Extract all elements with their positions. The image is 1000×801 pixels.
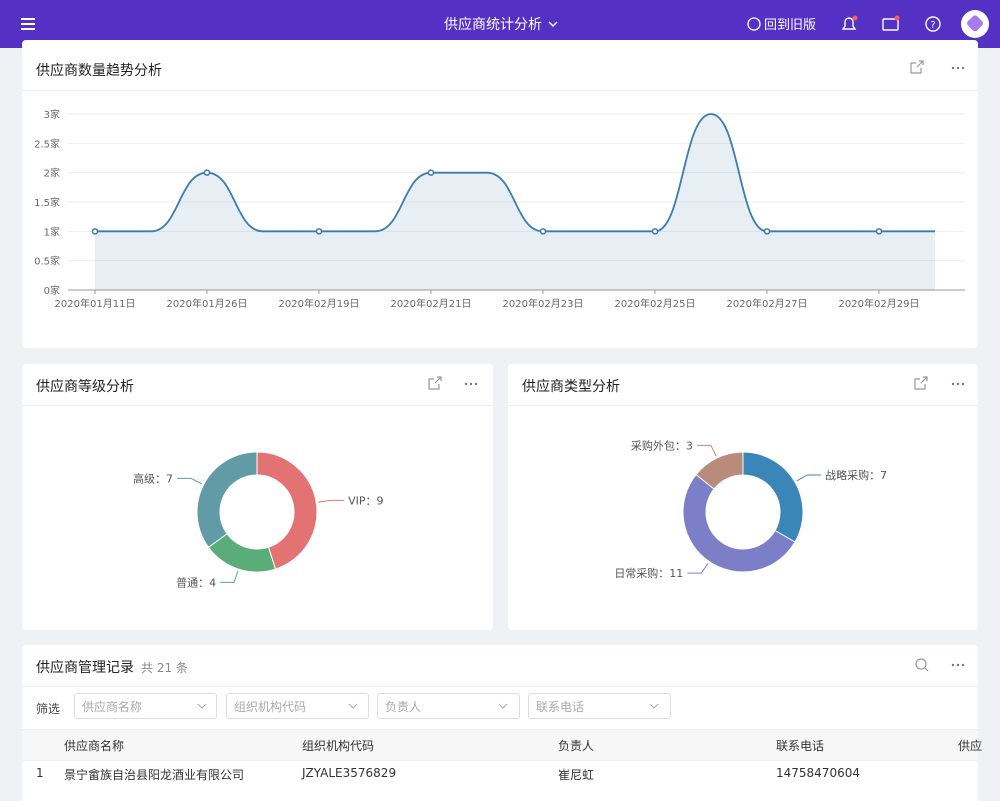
pie-slice [196, 451, 258, 548]
slice-label: 普通：4 [176, 575, 216, 589]
point [315, 228, 323, 235]
x-tick-label: 2020年02月19日 [279, 297, 360, 310]
leader-line [318, 499, 345, 503]
point [763, 228, 771, 235]
slice-label: 日常采购：11 [614, 566, 683, 580]
card-title: 供应商类型分析 [522, 379, 620, 395]
page-title[interactable]: 供应商统计分析 [444, 16, 542, 33]
cell: 崔尼虹 [558, 768, 595, 782]
type-card: 供应商类型分析 [508, 364, 978, 630]
filter-select[interactable]: 联系电话 [528, 693, 671, 719]
cell: 14758470604 [776, 766, 860, 780]
filter-select[interactable]: 负责人 [377, 693, 520, 719]
y-tick-label: 1.5家 [34, 196, 60, 209]
back-link[interactable]: 回到旧版 [764, 18, 816, 33]
svg-text:?: ? [930, 20, 935, 31]
y-tick-label: 1家 [44, 225, 60, 238]
header-icons: 供应商统计分析 回到旧版 ? [21, 10, 989, 38]
point [203, 169, 211, 176]
leader-line [796, 474, 822, 482]
column-header: 联系电话 [776, 739, 825, 753]
x-tick-label: 2020年02月27日 [727, 297, 808, 310]
x-tick-label: 2020年02月29日 [839, 297, 920, 310]
leader-line [220, 570, 239, 583]
card-title: 供应商等级分析 [36, 379, 134, 395]
x-tick-label: 2020年01月26日 [167, 297, 248, 310]
point [427, 169, 435, 176]
slice-label: VIP：9 [348, 494, 383, 507]
column-header: 负责人 [558, 739, 595, 753]
column-header: 组织机构代码 [302, 739, 375, 753]
filter-label: 筛选 [36, 702, 61, 716]
y-tick-label: 0.5家 [34, 255, 60, 268]
filter-select[interactable]: 供应商名称 [74, 693, 217, 719]
cell: 景宁畲族自治县阳龙酒业有限公司 [64, 768, 245, 782]
point [539, 228, 547, 235]
grade-card: 供应商等级分析 [22, 364, 493, 630]
point [875, 228, 883, 235]
x-tick-label: 2020年01月11日 [55, 297, 136, 310]
x-tick-label: 2020年02月23日 [503, 297, 584, 310]
leader-line [687, 562, 709, 574]
point [651, 228, 659, 235]
x-tick-label: 2020年02月21日 [391, 297, 472, 310]
table-card: 供应商管理记录 共 21 条 筛选 [22, 645, 978, 801]
record-count: 共 21 条 [141, 661, 188, 675]
x-tick-label: 2020年02月25日 [615, 297, 696, 310]
y-tick-label: 3家 [44, 108, 60, 121]
cell: JZYALE3576829 [302, 766, 397, 780]
filter-select[interactable]: 组织机构代码 [226, 693, 369, 719]
slice-label: 采购外包：3 [631, 438, 693, 452]
column-header: 供应 [958, 739, 983, 753]
column-header: 供应商名称 [64, 739, 125, 753]
leader-line [177, 477, 202, 485]
pie-slice [256, 451, 318, 570]
pie-slice [695, 451, 744, 490]
point [91, 228, 99, 235]
pie-slice [682, 473, 796, 573]
cell: 1 [36, 766, 44, 780]
card-title: 供应商数量趋势分析 [36, 63, 162, 79]
y-tick-label: 0家 [44, 284, 60, 297]
trend-card: 供应商数量趋势分析 [22, 40, 978, 348]
slice-label: 高级：7 [133, 471, 173, 485]
pie-slice [742, 451, 804, 543]
slice-label: 战略采购：7 [825, 468, 887, 482]
y-tick-label: 2家 [44, 167, 60, 180]
y-tick-label: 2.5家 [34, 137, 60, 150]
card-title: 供应商管理记录 [36, 660, 134, 676]
leader-line [696, 444, 717, 457]
